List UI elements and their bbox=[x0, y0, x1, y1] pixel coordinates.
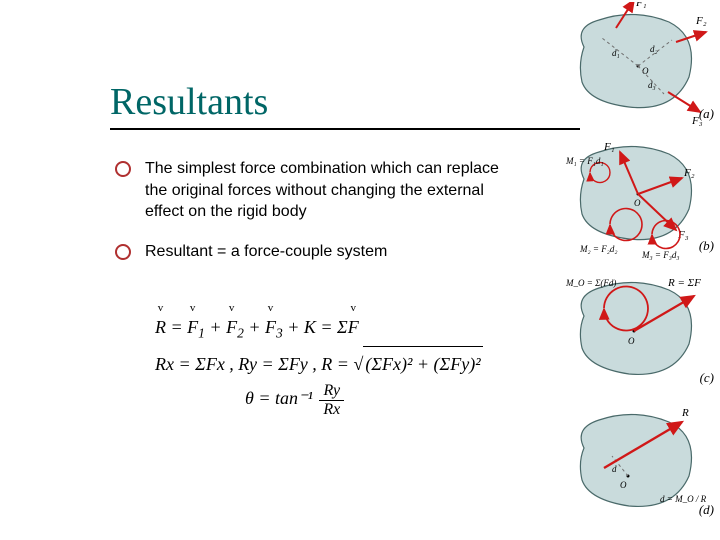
svg-text:F₁: F₁ bbox=[635, 2, 647, 9]
equations-block: R = F1 + F2 + F3 + K = ΣF Rx = ΣFx , Ry … bbox=[155, 310, 525, 418]
panel-label: (a) bbox=[699, 106, 714, 122]
svg-text:F₂: F₂ bbox=[695, 15, 707, 27]
panel-label: (d) bbox=[699, 502, 714, 518]
bullet-ring-icon bbox=[115, 161, 131, 177]
svg-text:d: d bbox=[612, 464, 617, 474]
page-title: Resultants bbox=[110, 80, 268, 124]
figure-d: O d R d = M_O / R (d) bbox=[564, 398, 712, 524]
svg-text:F₂: F₂ bbox=[683, 167, 695, 179]
svg-text:d₁: d₁ bbox=[612, 48, 620, 58]
figure-a: O d₁ d₂ d₃ F₁ F₂ F₃ (a) bbox=[564, 2, 712, 128]
figure-column: O d₁ d₂ d₃ F₁ F₂ F₃ (a) bbox=[564, 2, 712, 530]
bullet-item: Resultant = a force-couple system bbox=[115, 241, 505, 263]
svg-text:O: O bbox=[628, 336, 635, 346]
svg-text:F₁: F₁ bbox=[603, 141, 615, 153]
title-underline bbox=[110, 128, 580, 130]
svg-text:R: R bbox=[681, 407, 689, 419]
rigid-body-blob bbox=[580, 14, 691, 107]
panel-label: (b) bbox=[699, 238, 714, 254]
slide: Resultants The simplest force combinatio… bbox=[0, 0, 720, 540]
svg-text:M₂ = F₂d₂: M₂ = F₂d₂ bbox=[579, 244, 617, 254]
figure-c: O R = ΣF M_O = Σ(Fd) (c) bbox=[564, 266, 712, 392]
svg-text:R = ΣF: R = ΣF bbox=[667, 277, 701, 289]
bullet-item: The simplest force combination which can… bbox=[115, 158, 505, 223]
svg-text:O: O bbox=[634, 198, 641, 208]
bullet-list: The simplest force combination which can… bbox=[115, 158, 505, 280]
equation-angle: θ = tan⁻¹ RyRx bbox=[155, 381, 525, 418]
figure-b: O F₁ F₂ F₃ M₁ = F₁d₁ M₂ = F₂d₂ M₃ = F₃d₃… bbox=[564, 134, 712, 260]
equation-resultant-vector: R = F1 + F2 + F3 + K = ΣF bbox=[155, 310, 525, 346]
svg-text:O: O bbox=[620, 480, 627, 490]
bullet-text: The simplest force combination which can… bbox=[145, 158, 505, 223]
equation-components: Rx = ΣFx , Ry = ΣFy , R = (ΣFx)² + (ΣFy)… bbox=[155, 346, 525, 381]
svg-text:M₃ = F₃d₃: M₃ = F₃d₃ bbox=[641, 250, 679, 260]
svg-text:d₂: d₂ bbox=[650, 44, 658, 54]
bullet-ring-icon bbox=[115, 244, 131, 260]
bullet-text: Resultant = a force-couple system bbox=[145, 241, 387, 263]
svg-text:M_O = Σ(Fd): M_O = Σ(Fd) bbox=[565, 278, 616, 288]
svg-text:M₁ = F₁d₁: M₁ = F₁d₁ bbox=[565, 156, 603, 166]
panel-label: (c) bbox=[700, 370, 714, 386]
svg-text:d₃: d₃ bbox=[648, 80, 656, 90]
